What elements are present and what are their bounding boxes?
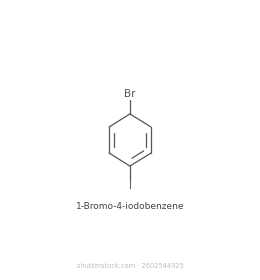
Text: I: I <box>128 181 132 191</box>
Text: 1-Bromo-4-iodobenzene: 1-Bromo-4-iodobenzene <box>76 202 184 211</box>
Text: shutterstock.com · 2602544925: shutterstock.com · 2602544925 <box>76 263 184 269</box>
Text: Br: Br <box>124 89 136 99</box>
